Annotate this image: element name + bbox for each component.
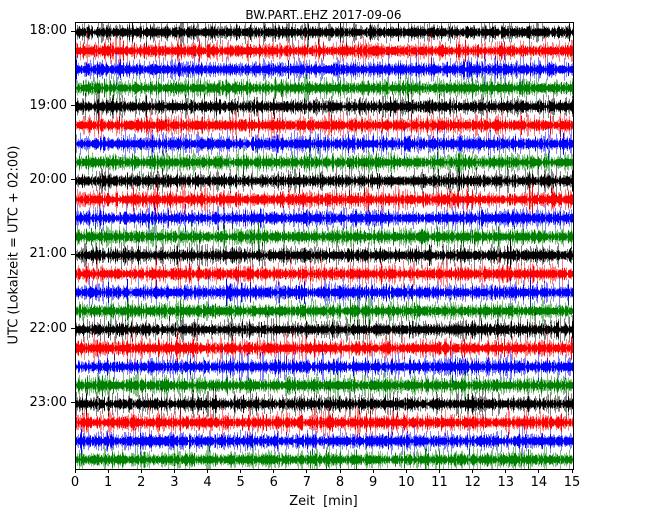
x-tick-label: 9: [358, 475, 388, 490]
x-tick-label: 15: [557, 475, 587, 490]
y-tick-label: 19:00: [9, 98, 67, 114]
x-tick-mark: [306, 469, 307, 473]
y-tick-mark: [71, 328, 75, 329]
y-tick-label: 23:00: [9, 395, 67, 411]
x-tick-label: 2: [126, 475, 156, 490]
x-tick-label: 1: [93, 475, 123, 490]
x-tick-mark: [207, 469, 208, 473]
x-tick-mark: [273, 469, 274, 473]
x-tick-label: 11: [424, 475, 454, 490]
x-tick-mark: [472, 469, 473, 473]
x-tick-label: 0: [60, 475, 90, 490]
y-tick-label: 22:00: [9, 321, 67, 337]
x-tick-mark: [505, 469, 506, 473]
plot-area: [75, 22, 574, 470]
x-tick-mark: [373, 469, 374, 473]
y-tick-mark: [71, 179, 75, 180]
x-tick-label: 13: [491, 475, 521, 490]
x-tick-mark: [406, 469, 407, 473]
y-tick-mark: [71, 254, 75, 255]
y-tick-mark: [71, 402, 75, 403]
helicorder-figure: BW.PART..EHZ 2017-09-06 UTC (Lokalzeit =…: [0, 0, 650, 520]
x-tick-label: 14: [524, 475, 554, 490]
y-tick-mark: [71, 31, 75, 32]
x-tick-mark: [572, 469, 573, 473]
x-axis-label: Zeit [min]: [75, 494, 572, 509]
x-tick-label: 5: [226, 475, 256, 490]
x-tick-mark: [141, 469, 142, 473]
x-tick-mark: [439, 469, 440, 473]
x-tick-label: 10: [391, 475, 421, 490]
y-tick-label: 20:00: [9, 172, 67, 188]
x-tick-mark: [108, 469, 109, 473]
y-tick-mark: [71, 105, 75, 106]
x-tick-label: 6: [259, 475, 289, 490]
x-tick-mark: [174, 469, 175, 473]
x-tick-mark: [538, 469, 539, 473]
x-tick-label: 4: [193, 475, 223, 490]
seismogram-traces-canvas: [76, 23, 573, 469]
x-tick-label: 7: [292, 475, 322, 490]
x-tick-mark: [340, 469, 341, 473]
x-tick-label: 8: [325, 475, 355, 490]
x-tick-label: 3: [159, 475, 189, 490]
y-tick-label: 21:00: [9, 246, 67, 262]
x-tick-mark: [75, 469, 76, 473]
x-tick-mark: [240, 469, 241, 473]
chart-title: BW.PART..EHZ 2017-09-06: [75, 8, 572, 22]
y-tick-label: 18:00: [9, 23, 67, 39]
x-tick-label: 12: [458, 475, 488, 490]
